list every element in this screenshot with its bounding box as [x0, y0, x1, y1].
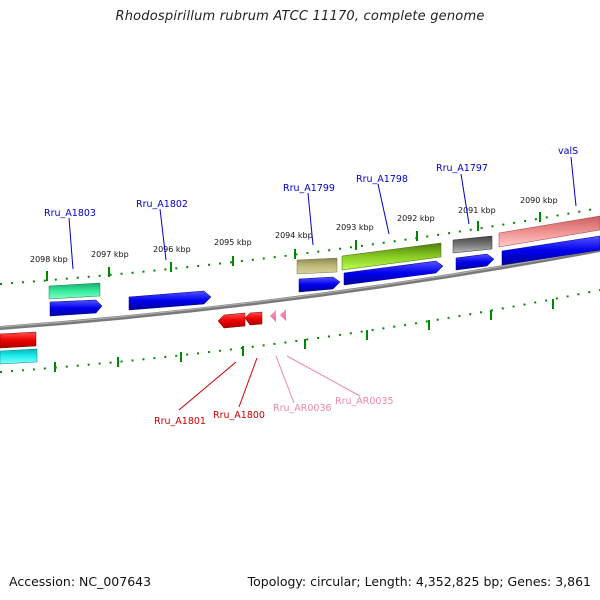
gene-label: Rru_A1803 — [44, 208, 96, 219]
gene-label: Rru_A1797 — [436, 163, 488, 174]
trna-arrow — [280, 309, 286, 321]
scale-label: 2092 kbp — [397, 214, 435, 223]
gene-labels-bottom: Rru_A1801 Rru_A1800 Rru_AR0036 Rru_AR003… — [154, 396, 394, 427]
scale-label: 2096 kbp — [153, 245, 191, 254]
scale-ticks-upper — [46, 212, 541, 281]
gene-arrow-forward — [298, 276, 341, 293]
genome-backbone — [0, 248, 600, 330]
leader-lines-top — [68, 156, 577, 270]
gene-feature — [48, 282, 101, 300]
map-title: Rhodospirillum rubrum ATCC 11170, comple… — [115, 9, 485, 24]
gene-feature — [341, 242, 442, 271]
gene-label: Rru_A1799 — [283, 183, 335, 194]
trna-arrow — [270, 310, 276, 322]
accession-label: Accession: NC_007643 — [9, 574, 152, 589]
scale-label: 2098 kbp — [30, 255, 68, 264]
gene-feature — [0, 348, 38, 365]
gene-arrow-forward — [501, 235, 600, 266]
gene-feature — [296, 257, 338, 275]
gene-arrow-forward — [49, 299, 103, 317]
genome-summary-label: Topology: circular; Length: 4,352,825 bp… — [247, 574, 591, 589]
scale-label: 2094 kbp — [275, 231, 313, 240]
scale-label: 2090 kbp — [520, 196, 558, 205]
cds-forward-row — [49, 235, 600, 317]
feature-row-reverse — [217, 309, 286, 329]
leader-lines-bottom — [178, 355, 361, 411]
gene-label: Rru_A1800 — [213, 410, 265, 421]
gene-arrow-forward — [128, 290, 212, 311]
gene-arrow-forward — [455, 253, 495, 271]
scale-ticks-lower — [54, 299, 554, 372]
gene-arrow-forward — [343, 260, 444, 286]
scale-label: 2095 kbp — [214, 238, 252, 247]
gene-label: Rru_AR0035 — [335, 396, 394, 407]
gene-label: Rru_A1802 — [136, 199, 188, 210]
gene-feature — [0, 331, 37, 349]
gene-feature — [452, 235, 493, 254]
scale-label: 2093 kbp — [336, 223, 374, 232]
gene-labels-top: Rru_A1803 Rru_A1802 Rru_A1799 Rru_A1798 … — [44, 146, 578, 219]
feature-row-upper — [48, 215, 600, 300]
scale-label: 2091 kbp — [458, 206, 496, 215]
gene-arrow-reverse — [217, 312, 246, 329]
gene-label: valS — [558, 146, 578, 157]
feature-row-lower-left — [0, 331, 38, 365]
gene-label: Rru_A1798 — [356, 174, 408, 185]
scale-labels: 2098 kbp 2097 kbp 2096 kbp 2095 kbp 2094… — [30, 196, 558, 264]
scale-label: 2097 kbp — [91, 250, 129, 259]
gene-label: Rru_AR0036 — [273, 403, 332, 414]
gene-arrow-reverse — [244, 311, 263, 326]
gene-feature — [498, 215, 600, 248]
gene-label: Rru_A1801 — [154, 416, 206, 427]
